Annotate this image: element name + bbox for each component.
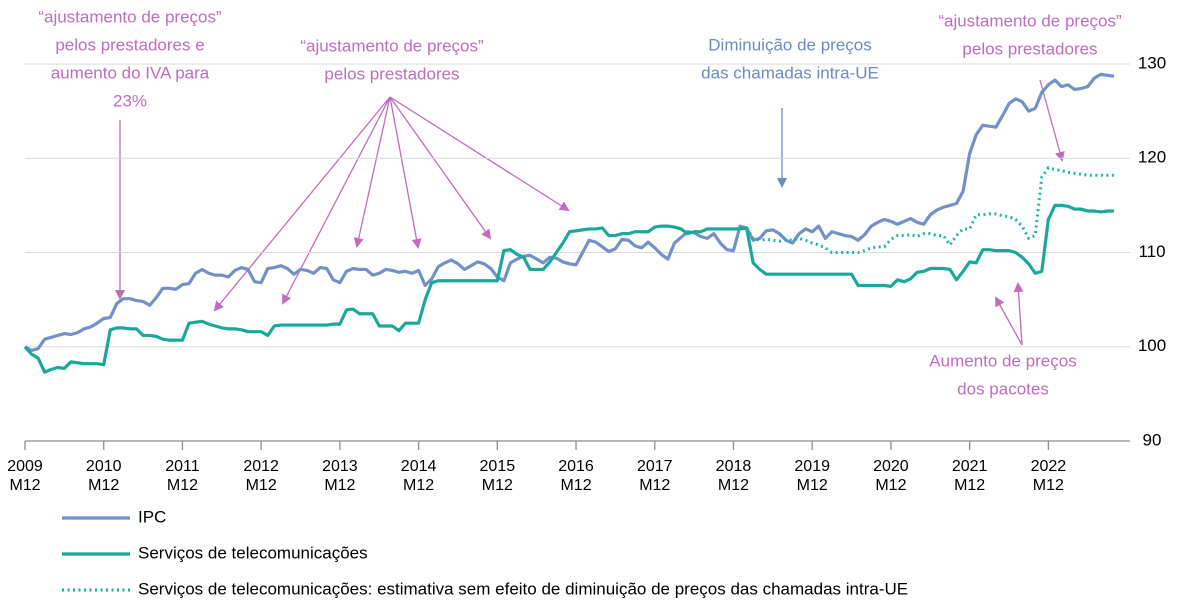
y-tick-label: 110 (1138, 242, 1165, 261)
x-tick-label: 2017 M12 (636, 458, 673, 494)
annotation: “ajustamento de preços” (938, 11, 1122, 30)
annotation: aumento do IVA para (51, 63, 210, 82)
legend-label: IPC (138, 507, 166, 526)
x-tick-label: 2013 M12 (322, 458, 358, 494)
annotation: pelos prestadores e (55, 35, 204, 54)
annotation: “ajustamento de preços” (300, 36, 484, 55)
y-tick-label: 130 (1138, 53, 1166, 72)
y-tick-label: 100 (1138, 336, 1166, 355)
annotation: Aumento de preços (929, 351, 1076, 370)
x-tick-label: 2016 M12 (558, 458, 594, 494)
legend-label: Serviços de telecomunicações: estimativa… (138, 579, 908, 598)
x-tick-label: 2014 M12 (400, 458, 437, 494)
x-tick-label: 2009 M12 (7, 458, 43, 494)
x-tick-label: 2022 M12 (1030, 458, 1067, 494)
x-tick-label: 2015 M12 (479, 458, 516, 494)
legend-label: Serviços de telecomunicações (138, 543, 368, 562)
x-tick-label: 2011 M12 (165, 458, 200, 494)
annotation: das chamadas intra-UE (701, 63, 879, 82)
y-tick-label: 120 (1138, 148, 1166, 167)
annotation: Diminuição de preços (708, 35, 871, 54)
x-tick-label: 2010 M12 (85, 458, 122, 494)
annotation: pelos prestadores (324, 64, 459, 83)
annotation: pelos prestadores (962, 39, 1097, 58)
annotation: dos pacotes (957, 379, 1049, 398)
series-line (23, 203, 1114, 374)
x-tick-label: 2019 M12 (794, 458, 830, 494)
x-tick-label: 2012 M12 (243, 458, 279, 494)
arrows (115, 79, 1065, 346)
y-tick-label: 90 (1143, 430, 1162, 449)
annotation: “ajustamento de preços” (38, 7, 222, 26)
x-tick-label: 2018 M12 (715, 458, 752, 494)
annotation: 23% (113, 91, 147, 110)
series-line (24, 72, 1115, 353)
x-tick-label: 2021 M12 (951, 458, 988, 494)
x-tick-label: 2020 M12 (873, 458, 909, 494)
series-line (745, 166, 1114, 254)
